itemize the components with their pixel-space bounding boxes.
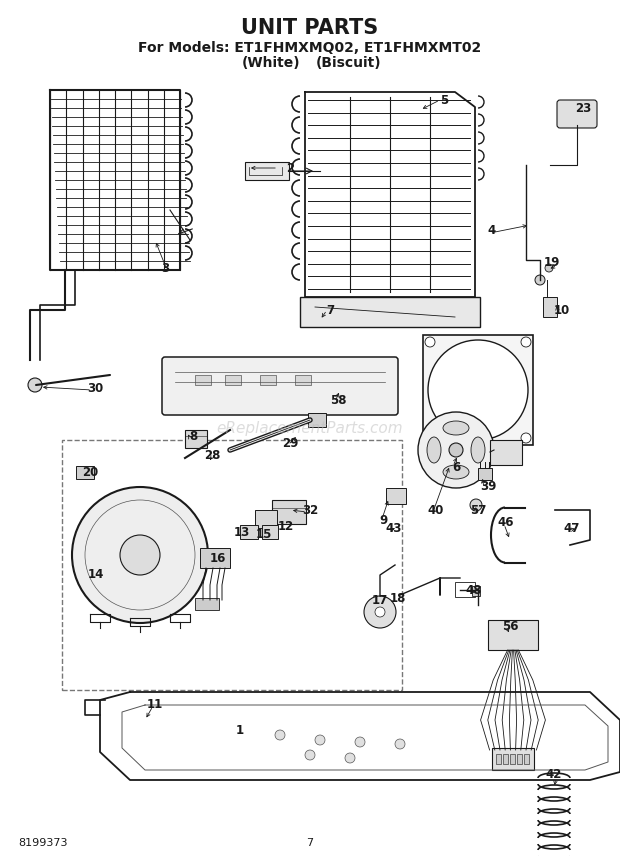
Bar [510, 754, 515, 764]
Text: 7: 7 [326, 304, 334, 317]
Ellipse shape [443, 421, 469, 435]
Text: 47: 47 [564, 521, 580, 534]
Text: 58: 58 [330, 394, 346, 407]
Text: 42: 42 [546, 769, 562, 782]
Circle shape [305, 750, 315, 760]
Ellipse shape [471, 437, 485, 463]
FancyBboxPatch shape [557, 100, 597, 128]
Bar [260, 375, 276, 385]
Circle shape [120, 535, 160, 575]
Bar [517, 754, 522, 764]
Bar [262, 525, 278, 539]
Bar [195, 375, 211, 385]
Ellipse shape [443, 465, 469, 479]
Text: 2: 2 [286, 162, 294, 175]
Text: 17: 17 [372, 595, 388, 608]
Circle shape [449, 443, 463, 457]
Text: 13: 13 [234, 526, 250, 539]
Text: (Biscuit): (Biscuit) [316, 56, 382, 70]
Circle shape [545, 264, 553, 272]
Circle shape [425, 433, 435, 443]
Text: 3: 3 [161, 261, 169, 275]
Text: 8199373: 8199373 [18, 838, 68, 848]
Bar [503, 754, 508, 764]
Text: 10: 10 [554, 304, 570, 317]
Bar [245, 162, 289, 180]
Text: 5: 5 [440, 93, 448, 106]
Bar [272, 500, 306, 524]
Bar [455, 582, 475, 597]
Circle shape [375, 607, 385, 617]
Bar [185, 430, 207, 448]
Circle shape [425, 337, 435, 347]
Text: 57: 57 [470, 503, 486, 516]
Text: 39: 39 [480, 479, 496, 492]
Text: 56: 56 [502, 620, 518, 633]
FancyBboxPatch shape [162, 357, 398, 415]
Circle shape [418, 412, 494, 488]
Circle shape [275, 730, 285, 740]
Circle shape [521, 433, 531, 443]
Circle shape [345, 753, 355, 763]
Circle shape [395, 739, 405, 749]
Bar [488, 620, 538, 650]
Circle shape [535, 275, 545, 285]
Text: UNIT PARTS: UNIT PARTS [241, 18, 379, 38]
Circle shape [28, 378, 42, 392]
Bar [492, 748, 534, 770]
Circle shape [428, 340, 528, 440]
Bar [195, 598, 219, 610]
Bar [472, 586, 480, 596]
Text: 32: 32 [302, 503, 318, 516]
Bar [496, 754, 501, 764]
Bar [478, 468, 492, 480]
Bar [543, 297, 557, 317]
Text: 18: 18 [390, 591, 406, 604]
Ellipse shape [427, 437, 441, 463]
Text: 12: 12 [278, 520, 294, 532]
Circle shape [355, 737, 365, 747]
Text: 15: 15 [256, 528, 272, 542]
Text: 11: 11 [147, 698, 163, 710]
Circle shape [72, 487, 208, 623]
Text: For Models: ET1FHMXMQ02, ET1FHMXMT02: For Models: ET1FHMXMQ02, ET1FHMXMT02 [138, 41, 482, 55]
Text: 29: 29 [282, 437, 298, 449]
Bar [308, 413, 326, 427]
Bar [200, 548, 230, 568]
Bar [62, 440, 402, 690]
Bar [295, 375, 311, 385]
Text: 4: 4 [488, 223, 496, 236]
Text: eReplacementParts.com: eReplacementParts.com [216, 420, 404, 436]
Circle shape [364, 596, 396, 628]
Bar [255, 510, 277, 528]
Text: 8: 8 [189, 430, 197, 443]
Bar [386, 488, 406, 504]
Text: 23: 23 [575, 102, 591, 115]
Circle shape [315, 735, 325, 745]
Circle shape [521, 337, 531, 347]
Bar [225, 375, 241, 385]
Text: 1: 1 [236, 723, 244, 736]
Text: 43: 43 [386, 521, 402, 534]
Bar [76, 466, 94, 479]
Text: (White): (White) [242, 56, 300, 70]
Text: 16: 16 [210, 551, 226, 564]
Bar [423, 335, 533, 445]
Bar [240, 525, 258, 539]
Text: 40: 40 [428, 503, 444, 516]
Text: 6: 6 [452, 461, 460, 473]
Text: 7: 7 [306, 838, 314, 848]
Text: 48: 48 [466, 584, 482, 597]
Bar [300, 297, 480, 327]
Text: 46: 46 [498, 515, 514, 528]
Text: 14: 14 [88, 568, 104, 581]
Text: 19: 19 [544, 255, 560, 269]
Text: 20: 20 [82, 466, 98, 479]
Text: 30: 30 [87, 382, 103, 395]
Text: 28: 28 [204, 449, 220, 461]
Bar [490, 440, 522, 465]
Bar [524, 754, 529, 764]
Text: 9: 9 [380, 514, 388, 526]
Circle shape [470, 499, 482, 511]
